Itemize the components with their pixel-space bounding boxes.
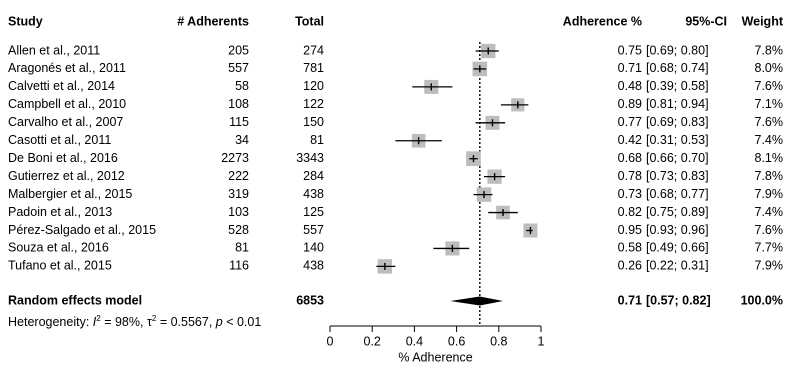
x-tick-label: 0.8 xyxy=(490,334,507,348)
summary-estimate: 0.71 xyxy=(618,293,642,307)
heterogeneity-text: Heterogeneity: I2 = 98%, τ2 = 0.5567, p … xyxy=(8,314,261,330)
estimate-value: 0.77 xyxy=(618,115,642,129)
weight-value: 7.8% xyxy=(755,43,784,57)
study-label: Malbergier et al., 2015 xyxy=(8,187,132,201)
estimate-value: 0.75 xyxy=(618,43,642,57)
weight-value: 7.4% xyxy=(755,133,784,147)
total-value: 438 xyxy=(303,259,324,273)
summary-weight: 100.0% xyxy=(741,293,783,307)
summary-total: 6853 xyxy=(296,293,324,307)
adherents-value: 103 xyxy=(228,205,249,219)
ci-value: [0.81; 0.94] xyxy=(646,97,709,111)
estimate-value: 0.73 xyxy=(618,187,642,201)
total-value: 120 xyxy=(303,79,324,93)
estimate-value: 0.78 xyxy=(618,169,642,183)
estimate-value: 0.58 xyxy=(618,241,642,255)
weight-value: 7.1% xyxy=(755,97,784,111)
total-value: 274 xyxy=(303,43,324,57)
ci-value: [0.69; 0.80] xyxy=(646,43,709,57)
total-value: 557 xyxy=(303,223,324,237)
weight-value: 7.7% xyxy=(755,241,784,255)
study-label: Aragonés et al., 2011 xyxy=(8,61,126,75)
header-ci: 95%-CI xyxy=(685,14,727,28)
adherents-value: 557 xyxy=(228,61,249,75)
study-label: Allen et al., 2011 xyxy=(8,43,100,57)
ci-value: [0.73; 0.83] xyxy=(646,169,709,183)
weight-value: 8.1% xyxy=(755,151,784,165)
estimate-value: 0.82 xyxy=(618,205,642,219)
ci-value: [0.39; 0.58] xyxy=(646,79,709,93)
ci-value: [0.49; 0.66] xyxy=(646,241,709,255)
weight-value: 7.6% xyxy=(755,115,784,129)
total-value: 3343 xyxy=(296,151,324,165)
x-axis-label: % Adherence xyxy=(398,350,472,364)
total-value: 150 xyxy=(303,115,324,129)
total-value: 81 xyxy=(310,133,324,147)
weight-value: 7.9% xyxy=(755,259,784,273)
summary-label: Random effects model xyxy=(8,293,142,307)
study-label: Pérez-Salgado et al., 2015 xyxy=(8,223,156,237)
x-tick-label: 0.6 xyxy=(448,334,465,348)
ci-value: [0.22; 0.31] xyxy=(646,259,709,273)
weight-value: 7.9% xyxy=(755,187,784,201)
study-label: Calvetti et al., 2014 xyxy=(8,79,115,93)
weight-value: 7.6% xyxy=(755,79,784,93)
study-label: Casotti et al., 2011 xyxy=(8,133,111,147)
total-value: 438 xyxy=(303,187,324,201)
weight-value: 8.0% xyxy=(755,61,784,75)
study-label: De Boni et al., 2016 xyxy=(8,151,118,165)
header-study: Study xyxy=(8,14,43,28)
header-total: Total xyxy=(295,14,324,28)
study-label: Padoin et al., 2013 xyxy=(8,205,112,219)
total-value: 284 xyxy=(303,169,324,183)
ci-value: [0.69; 0.83] xyxy=(646,115,709,129)
weight-value: 7.6% xyxy=(755,223,784,237)
x-tick-label: 1 xyxy=(538,334,545,348)
x-tick-label: 0 xyxy=(327,334,334,348)
adherents-value: 2273 xyxy=(221,151,249,165)
x-tick-label: 0.4 xyxy=(406,334,423,348)
total-value: 122 xyxy=(303,97,324,111)
estimate-value: 0.89 xyxy=(618,97,642,111)
adherents-value: 319 xyxy=(228,187,249,201)
study-label: Carvalho et al., 2007 xyxy=(8,115,123,129)
adherents-value: 108 xyxy=(228,97,249,111)
header-estimate: Adherence % xyxy=(563,14,642,28)
header-adherents: # Adherents xyxy=(177,14,249,28)
study-label: Campbell et al., 2010 xyxy=(8,97,126,111)
study-label: Gutierrez et al., 2012 xyxy=(8,169,125,183)
study-label: Tufano et al., 2015 xyxy=(8,259,112,273)
x-tick-label: 0.2 xyxy=(364,334,381,348)
total-value: 781 xyxy=(303,61,324,75)
adherents-value: 222 xyxy=(228,169,249,183)
adherents-value: 81 xyxy=(235,241,249,255)
estimate-value: 0.42 xyxy=(618,133,642,147)
adherents-value: 34 xyxy=(235,133,249,147)
adherents-value: 116 xyxy=(229,259,249,273)
adherents-value: 58 xyxy=(235,79,249,93)
ci-value: [0.66; 0.70] xyxy=(646,151,709,165)
adherents-value: 115 xyxy=(229,115,249,129)
total-value: 140 xyxy=(303,241,324,255)
ci-value: [0.75; 0.89] xyxy=(646,205,709,219)
study-label: Souza et al., 2016 xyxy=(8,241,109,255)
estimate-value: 0.48 xyxy=(618,79,642,93)
header-weight: Weight xyxy=(742,14,784,28)
estimate-value: 0.71 xyxy=(618,61,642,75)
estimate-value: 0.26 xyxy=(618,259,642,273)
summary-ci: [0.57; 0.82] xyxy=(646,293,711,307)
weight-value: 7.4% xyxy=(755,205,784,219)
total-value: 125 xyxy=(303,205,324,219)
ci-value: [0.93; 0.96] xyxy=(646,223,709,237)
adherents-value: 205 xyxy=(228,43,249,57)
summary-diamond xyxy=(450,296,504,306)
ci-value: [0.68; 0.77] xyxy=(646,187,709,201)
ci-value: [0.31; 0.53] xyxy=(646,133,709,147)
weight-value: 7.8% xyxy=(755,169,784,183)
adherents-value: 528 xyxy=(228,223,249,237)
ci-value: [0.68; 0.74] xyxy=(646,61,709,75)
estimate-value: 0.95 xyxy=(618,223,642,237)
estimate-value: 0.68 xyxy=(618,151,642,165)
